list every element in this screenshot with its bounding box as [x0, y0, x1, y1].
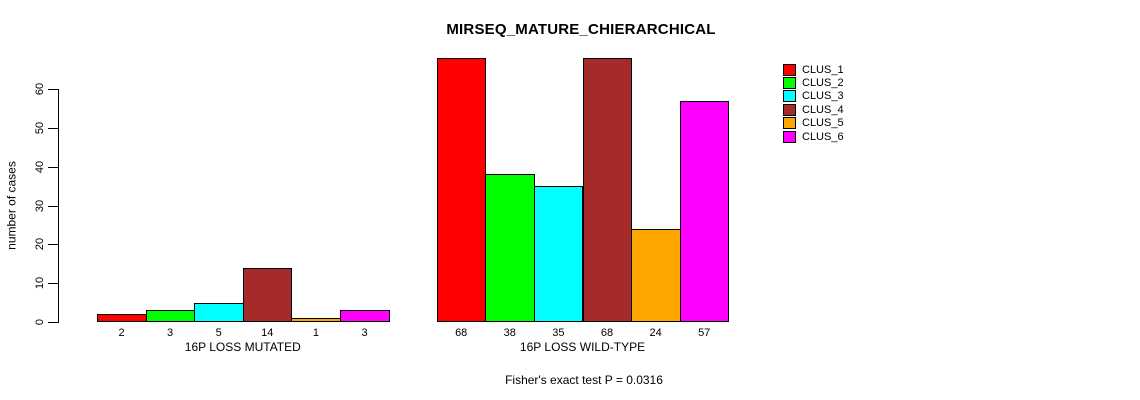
- y-axis-tick-label: 50: [34, 121, 46, 134]
- legend-row-clus_5: CLUS_5: [783, 117, 844, 130]
- bar-value-label: 2: [118, 327, 125, 339]
- legend-swatch-clus_1: [783, 63, 796, 76]
- legend-swatch-clus_3: [783, 90, 796, 103]
- y-axis-tick-label: 10: [34, 277, 46, 290]
- bar-value-label: 35: [552, 327, 565, 339]
- bar-clus_2-group1: [145, 310, 196, 322]
- legend-swatch-clus_6: [783, 130, 796, 143]
- y-axis-tick: [48, 322, 58, 323]
- y-axis-tick: [48, 244, 58, 246]
- y-axis-tick: [48, 127, 58, 129]
- bar-clus_3-group1: [194, 303, 244, 322]
- legend-swatch-clus_4: [783, 103, 796, 116]
- y-axis-label: number of cases: [4, 161, 19, 250]
- bar-value-label: 68: [455, 327, 468, 339]
- legend-row-clus_3: CLUS_3: [783, 90, 844, 103]
- group-axis-label: 16P LOSS WILD-TYPE: [519, 340, 646, 354]
- bar-clus_5-group2: [631, 229, 681, 322]
- legend-row-clus_4: CLUS_4: [783, 103, 844, 116]
- bar-clus_5-group1: [291, 318, 341, 322]
- bar-value-label: 68: [600, 327, 614, 339]
- bar-clus_1-group1: [97, 314, 147, 322]
- bar-clus_3-group2: [533, 186, 584, 322]
- legend-label: CLUS_1: [802, 63, 844, 76]
- bar-clus_1-group2: [436, 58, 487, 322]
- bar-value-label: 1: [312, 327, 319, 339]
- y-axis-tick-label: 60: [34, 82, 46, 96]
- legend-label: CLUS_3: [802, 90, 844, 103]
- bar-clus_2-group2: [485, 174, 535, 322]
- legend-row-clus_2: CLUS_2: [783, 76, 844, 90]
- bar-clus_6-group2: [679, 101, 730, 322]
- y-axis-tick-label: 0: [34, 318, 46, 326]
- bar-value-label: 38: [503, 327, 516, 339]
- y-axis-tick-label: 30: [34, 199, 46, 212]
- y-axis-tick: [48, 205, 58, 207]
- bar-value-label: 24: [649, 327, 662, 339]
- legend-row-clus_6: CLUS_6: [783, 130, 844, 143]
- legend-label: CLUS_5: [802, 117, 844, 130]
- bar-clus_4-group2: [582, 58, 633, 322]
- bar-value-label: 57: [698, 327, 711, 339]
- legend-swatch-clus_2: [783, 77, 796, 90]
- group-axis-label: 16P LOSS MUTATED: [184, 340, 301, 354]
- legend: CLUS_1 CLUS_2 CLUS_3 CLUS_4 CLUS_5 CLUS_6: [783, 63, 844, 143]
- legend-swatch-clus_5: [783, 117, 796, 130]
- y-axis-tick: [48, 166, 58, 168]
- y-axis-tick: [48, 89, 58, 90]
- fisher-test-annotation: Fisher's exact test P = 0.0316: [505, 373, 663, 387]
- chart-title: MIRSEQ_MATURE_CHIERARCHICAL: [446, 21, 716, 38]
- y-axis-tick-label: 40: [34, 160, 46, 173]
- bar-value-label: 14: [261, 327, 274, 339]
- legend-row-clus_1: CLUS_1: [783, 63, 844, 76]
- y-axis-tick: [48, 283, 58, 285]
- y-axis-line: [58, 89, 59, 323]
- bar-clus_6-group1: [340, 310, 390, 322]
- legend-label: CLUS_6: [802, 130, 844, 143]
- bar-clus_4-group1: [242, 268, 293, 322]
- bar-value-label: 3: [361, 327, 368, 339]
- legend-label: CLUS_4: [802, 103, 844, 116]
- bar-value-label: 5: [215, 327, 222, 339]
- y-axis-tick-label: 20: [34, 238, 46, 251]
- legend-label: CLUS_2: [802, 77, 844, 90]
- bar-value-label: 3: [167, 327, 174, 339]
